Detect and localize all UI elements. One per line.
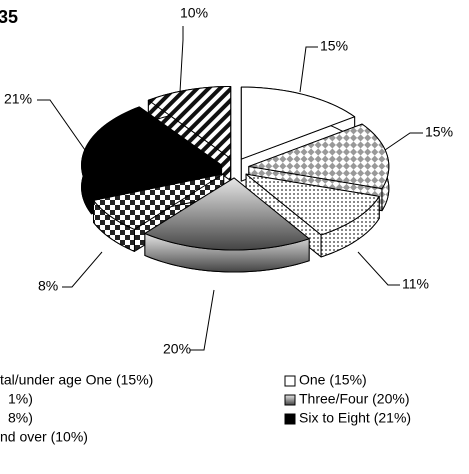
slice [144,177,310,251]
data-label: 11% [402,276,429,292]
leader-line [37,99,86,151]
legend-label: 8%) [8,410,33,426]
leader-line [62,251,103,288]
slice [147,85,232,159]
legend-swatch [284,375,296,387]
data-label: 8% [38,278,58,294]
leader-line [179,26,184,93]
legend-label: One (15%) [299,372,367,388]
legend-label: Six to Eight (21%) [299,410,411,426]
data-label: 15% [320,38,348,54]
data-label: 21% [4,91,32,107]
slice [245,173,380,236]
data-label: 10% [180,5,208,21]
legend-swatch [284,394,296,406]
legend-label: tal/under age One (15%) [0,372,153,388]
legend-swatch [284,413,296,425]
chart-title: 35 [0,7,18,27]
slice [248,123,390,190]
data-label: 20% [163,341,191,357]
leader-line [357,251,400,286]
slice [93,173,225,230]
data-label: 15% [425,124,453,140]
legend-label: nd over (10%) [0,429,88,445]
leader-line [190,289,215,351]
slice [81,106,223,193]
leader-line [299,46,318,93]
legend-label: Three/Four (20%) [299,391,409,407]
slice [240,86,356,160]
legend-label: 1%) [8,391,33,407]
leader-line [384,132,423,151]
